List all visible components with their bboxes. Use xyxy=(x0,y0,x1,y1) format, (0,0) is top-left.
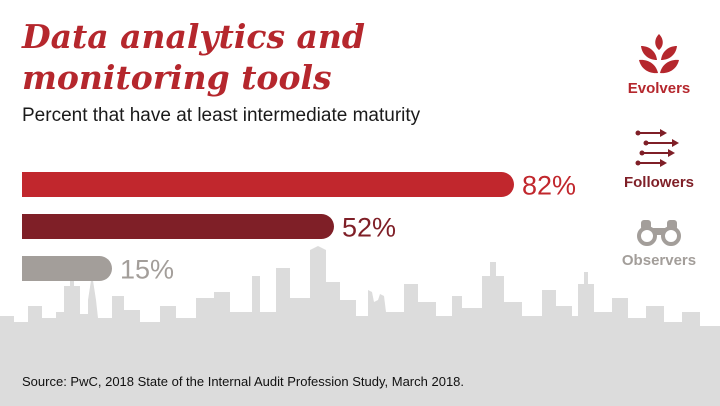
legend-label-observers: Observers xyxy=(621,252,697,269)
legend-item-evolvers: Evolvers xyxy=(604,32,714,97)
title-line-1: Data analytics and xyxy=(22,17,365,56)
binoculars-icon xyxy=(637,220,681,246)
bar-label-evolvers: 82% xyxy=(522,171,576,201)
title-line-2: monitoring tools xyxy=(22,58,332,97)
legend-item-observers: Observers xyxy=(604,216,714,269)
arrows-icon xyxy=(635,129,679,167)
source-note: Source: PwC, 2018 State of the Internal … xyxy=(22,374,465,389)
legend-item-followers: Followers xyxy=(604,128,714,191)
wheat-icon xyxy=(639,34,679,74)
chart-title: Data analytics and monitoring tools xyxy=(22,16,365,98)
chart-subtitle: Percent that have at least intermediate … xyxy=(22,105,421,126)
bar-label-observers: 15% xyxy=(120,255,174,285)
bar-followers xyxy=(22,214,334,239)
bar-observers xyxy=(22,256,112,281)
bar-label-followers: 52% xyxy=(342,213,396,243)
bar-chart: 82% 52% 15% xyxy=(22,171,576,285)
bar-evolvers xyxy=(22,172,514,197)
legend-label-followers: Followers xyxy=(623,174,694,191)
legend-label-evolvers: Evolvers xyxy=(627,80,691,97)
